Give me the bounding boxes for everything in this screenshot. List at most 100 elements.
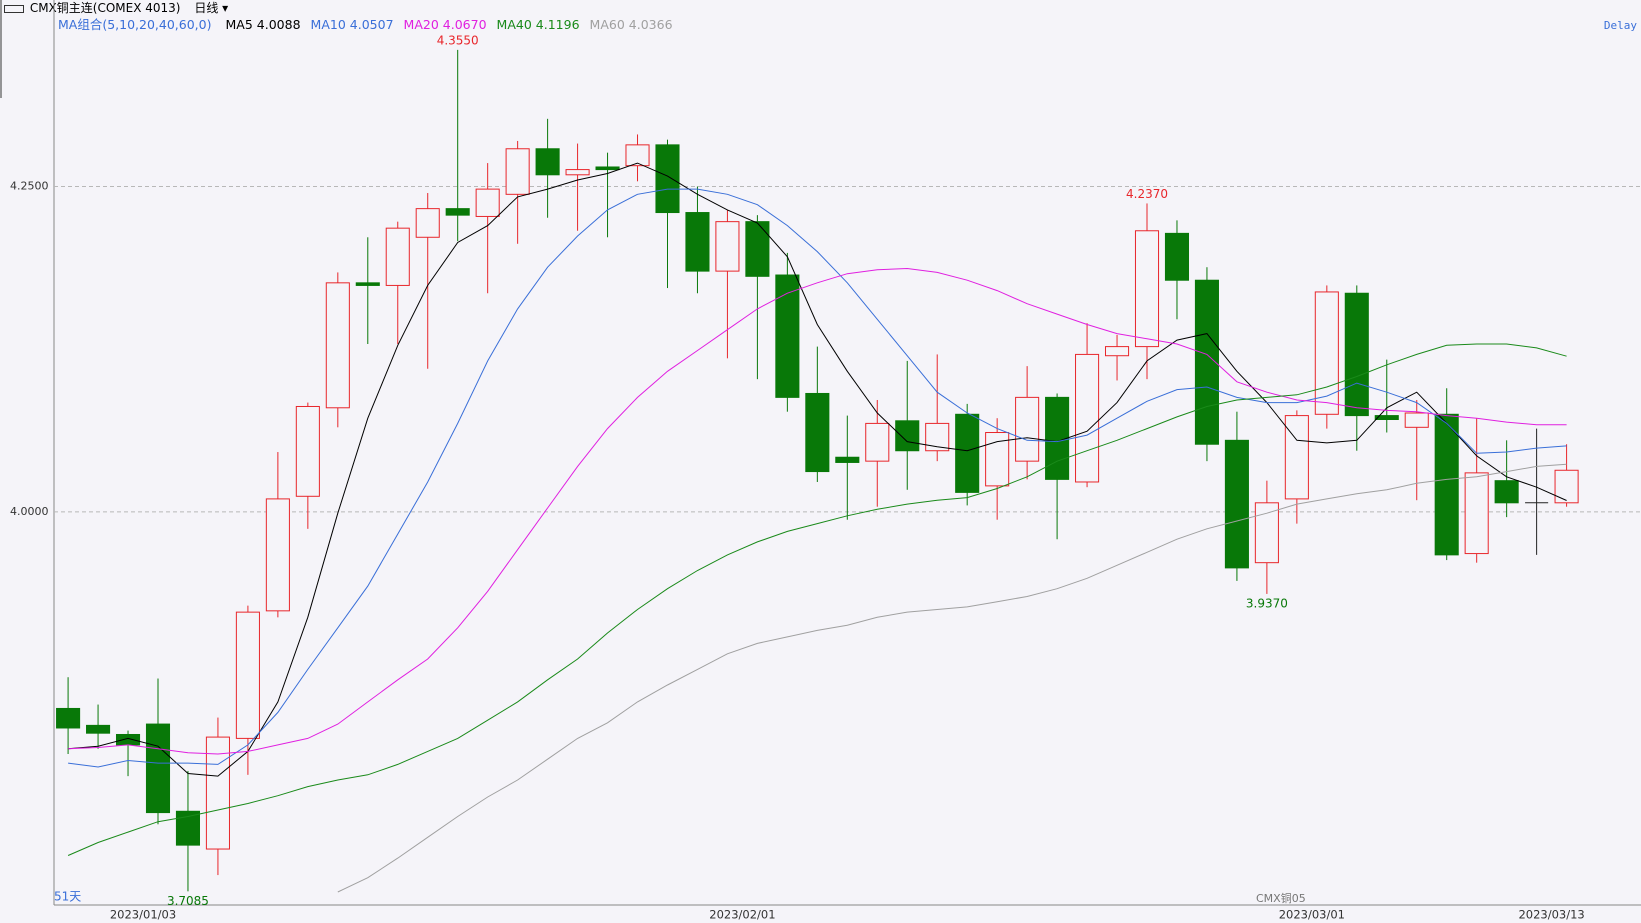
- candle: [445, 49, 470, 242]
- x-tick-label: 2023/03/13: [1518, 908, 1584, 922]
- candle-body: [505, 148, 530, 195]
- candle: [1134, 203, 1160, 380]
- candle: [325, 272, 350, 428]
- legend-name: MA40: [496, 17, 532, 32]
- period-selector[interactable]: 日线: [194, 1, 219, 15]
- candle: [865, 399, 890, 507]
- candle: [1045, 393, 1070, 540]
- candle-body: [86, 724, 111, 734]
- candle-body: [925, 422, 950, 452]
- candle-body: [595, 166, 620, 171]
- candle-body: [1015, 396, 1040, 462]
- legend-value: 4.0670: [442, 17, 487, 32]
- candle-body: [985, 432, 1010, 487]
- legend-value: 4.0088: [256, 17, 301, 32]
- candle-body: [1075, 353, 1100, 483]
- candle-body: [805, 392, 830, 473]
- contract-label: CMX铜05: [1256, 891, 1306, 905]
- candle-body: [1104, 346, 1130, 357]
- candle-body: [745, 221, 770, 277]
- candle-body: [715, 221, 740, 272]
- legend-value: 4.0366: [628, 17, 673, 32]
- low-annotation: 3.7085: [167, 894, 209, 908]
- candle: [86, 704, 111, 749]
- candle: [475, 163, 500, 294]
- candle-body: [325, 282, 350, 409]
- candle-body: [385, 227, 410, 286]
- legend-name: MA20: [403, 17, 439, 32]
- candle: [685, 186, 710, 294]
- candle: [775, 252, 800, 412]
- x-tick-label: 2023/01/03: [110, 908, 176, 922]
- legend-name: MA5: [225, 17, 253, 32]
- legend-value: 4.1196: [535, 17, 580, 32]
- candle: [1554, 444, 1579, 507]
- candle: [805, 346, 830, 482]
- candle-body: [955, 413, 980, 493]
- candle: [1525, 428, 1549, 555]
- legend-item[interactable]: MA40 4.1196: [497, 17, 580, 32]
- candle: [835, 415, 860, 520]
- ma-line: [68, 162, 1567, 777]
- legend-item[interactable]: MA60 4.0366: [590, 17, 673, 32]
- candle: [1194, 267, 1219, 462]
- candle-body: [1434, 413, 1459, 556]
- candle-body: [295, 405, 320, 497]
- candle: [895, 360, 920, 490]
- candle-body: [415, 208, 440, 238]
- candle-body: [535, 148, 560, 176]
- candle-body: [1164, 232, 1190, 281]
- candle: [115, 730, 141, 777]
- candle-body: [1314, 291, 1339, 415]
- candle: [1015, 366, 1040, 480]
- high-annotation: 4.2370: [1126, 187, 1168, 201]
- candle-body: [625, 144, 650, 167]
- candle: [655, 139, 680, 289]
- candle-body: [355, 282, 380, 286]
- count-label: 51天: [54, 890, 81, 904]
- candle: [205, 717, 230, 876]
- candle: [535, 118, 560, 218]
- candle-body: [445, 208, 470, 216]
- legend-item[interactable]: MA10 4.0507: [311, 17, 394, 32]
- candle-body: [835, 456, 860, 463]
- candle-body: [1464, 472, 1489, 555]
- candle: [1434, 388, 1459, 561]
- candle-body: [1344, 292, 1369, 417]
- ma-line: [68, 267, 1567, 755]
- candle: [145, 678, 171, 825]
- chart-title: CMX铜主连(COMEX 4013): [29, 1, 181, 15]
- candle-body: [115, 733, 141, 746]
- candle: [415, 193, 440, 369]
- candle: [1254, 480, 1279, 594]
- delay-label: Delay: [1603, 19, 1637, 32]
- dropdown-arrow[interactable]: ▾: [218, 1, 229, 15]
- candle-body: [895, 420, 920, 452]
- candle: [715, 209, 740, 359]
- candle: [1164, 220, 1190, 320]
- candle: [595, 152, 620, 238]
- candle: [625, 134, 650, 182]
- header: CMX铜主连(COMEX 4013) 日线 ▾: [4, 0, 228, 16]
- legend-value: 4.0507: [349, 17, 394, 32]
- candle: [235, 605, 260, 775]
- candle: [1075, 323, 1100, 488]
- legend-name: MA60: [589, 17, 625, 32]
- indicator-name[interactable]: MA组合(5,10,20,40,60,0): [58, 17, 212, 32]
- candle-body: [1194, 279, 1219, 445]
- candle-body: [145, 723, 171, 814]
- legend-item[interactable]: MA20 4.0670: [404, 17, 487, 32]
- legend-item[interactable]: MA5 4.0088: [225, 17, 300, 32]
- candle: [1374, 359, 1399, 433]
- candle-body: [1374, 415, 1399, 420]
- candle: [955, 403, 980, 506]
- ma-line: [67, 343, 1567, 856]
- legend: MA组合(5,10,20,40,60,0) MA5 4.0088 MA10 4.050…: [58, 17, 683, 33]
- candle: [1464, 418, 1489, 563]
- candle: [1104, 334, 1130, 381]
- candle: [1344, 285, 1369, 451]
- candle-body: [685, 212, 710, 272]
- candle-body: [565, 169, 590, 176]
- candle-body: [1554, 469, 1579, 504]
